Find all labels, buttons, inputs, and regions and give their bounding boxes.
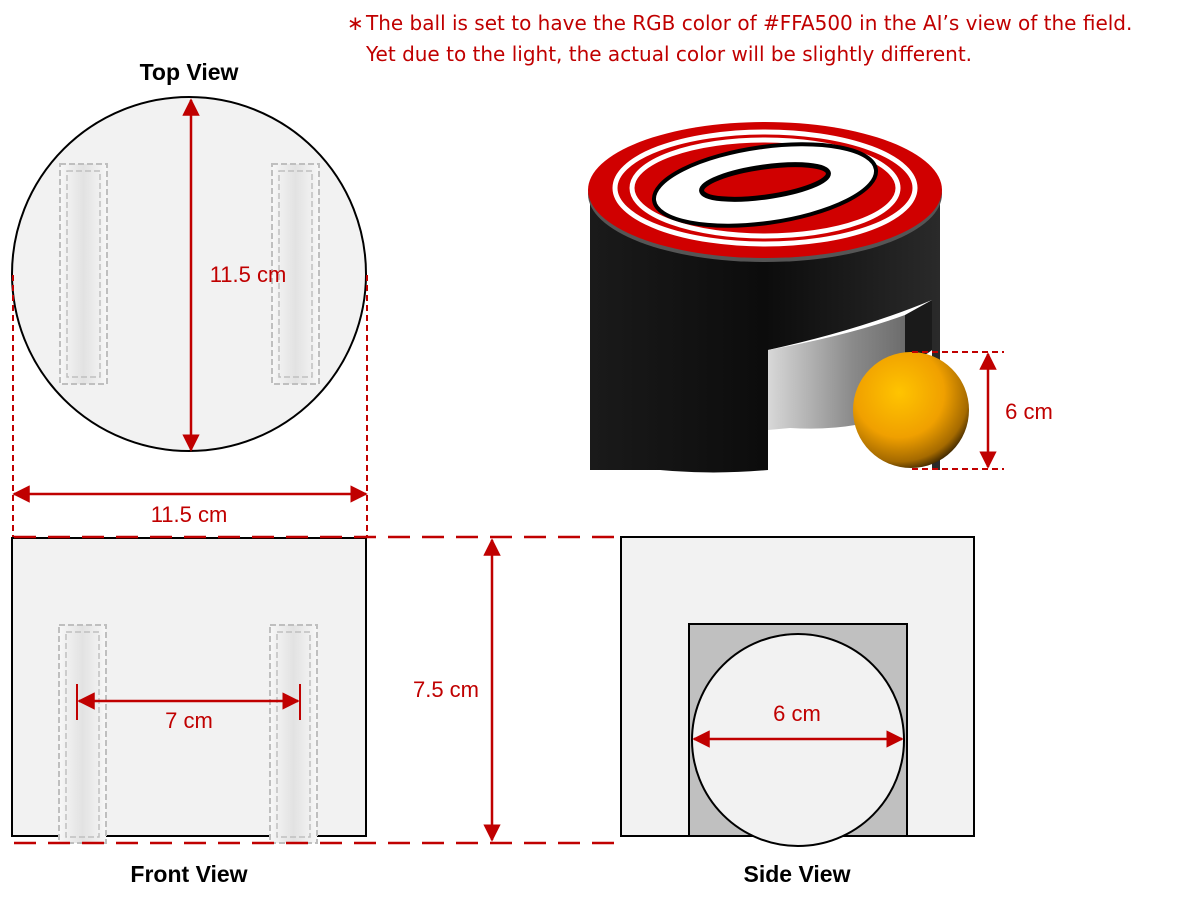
side-view-title: Side View <box>744 861 851 887</box>
note-line-2: Yet due to the light, the actual color w… <box>365 42 972 66</box>
orange-ball <box>853 352 969 468</box>
height-label: 7.5 cm <box>413 677 479 702</box>
note-bullet: ∗ <box>347 11 364 35</box>
side-ball-diameter-label: 6 cm <box>773 701 821 726</box>
front-view-left-wheel <box>58 624 107 844</box>
front-view-right-wheel <box>269 624 318 844</box>
note-line-1: The ball is set to have the RGB color of… <box>365 11 1132 35</box>
top-view-title: Top View <box>140 59 239 85</box>
top-view-right-wheel <box>271 163 320 385</box>
top-view-left-wheel <box>59 163 108 385</box>
side-view: 6 cm Side View <box>620 536 975 887</box>
robot-3d-illustration: 6 cm <box>588 122 1053 473</box>
height-dimension: 7.5 cm <box>14 535 620 845</box>
top-diameter-horizontal-label: 11.5 cm <box>151 502 228 527</box>
top-diameter-vertical-label: 11.5 cm <box>210 262 287 287</box>
front-view: 7 cm Front View <box>11 537 367 887</box>
top-view: Top View 11.5 cm 11.5 cm <box>11 59 368 537</box>
front-view-title: Front View <box>130 861 247 887</box>
color-note: ∗ The ball is set to have the RGB color … <box>347 11 1132 66</box>
wheel-spacing-label: 7 cm <box>165 708 213 733</box>
ball-diameter-3d-label: 6 cm <box>1005 399 1053 424</box>
